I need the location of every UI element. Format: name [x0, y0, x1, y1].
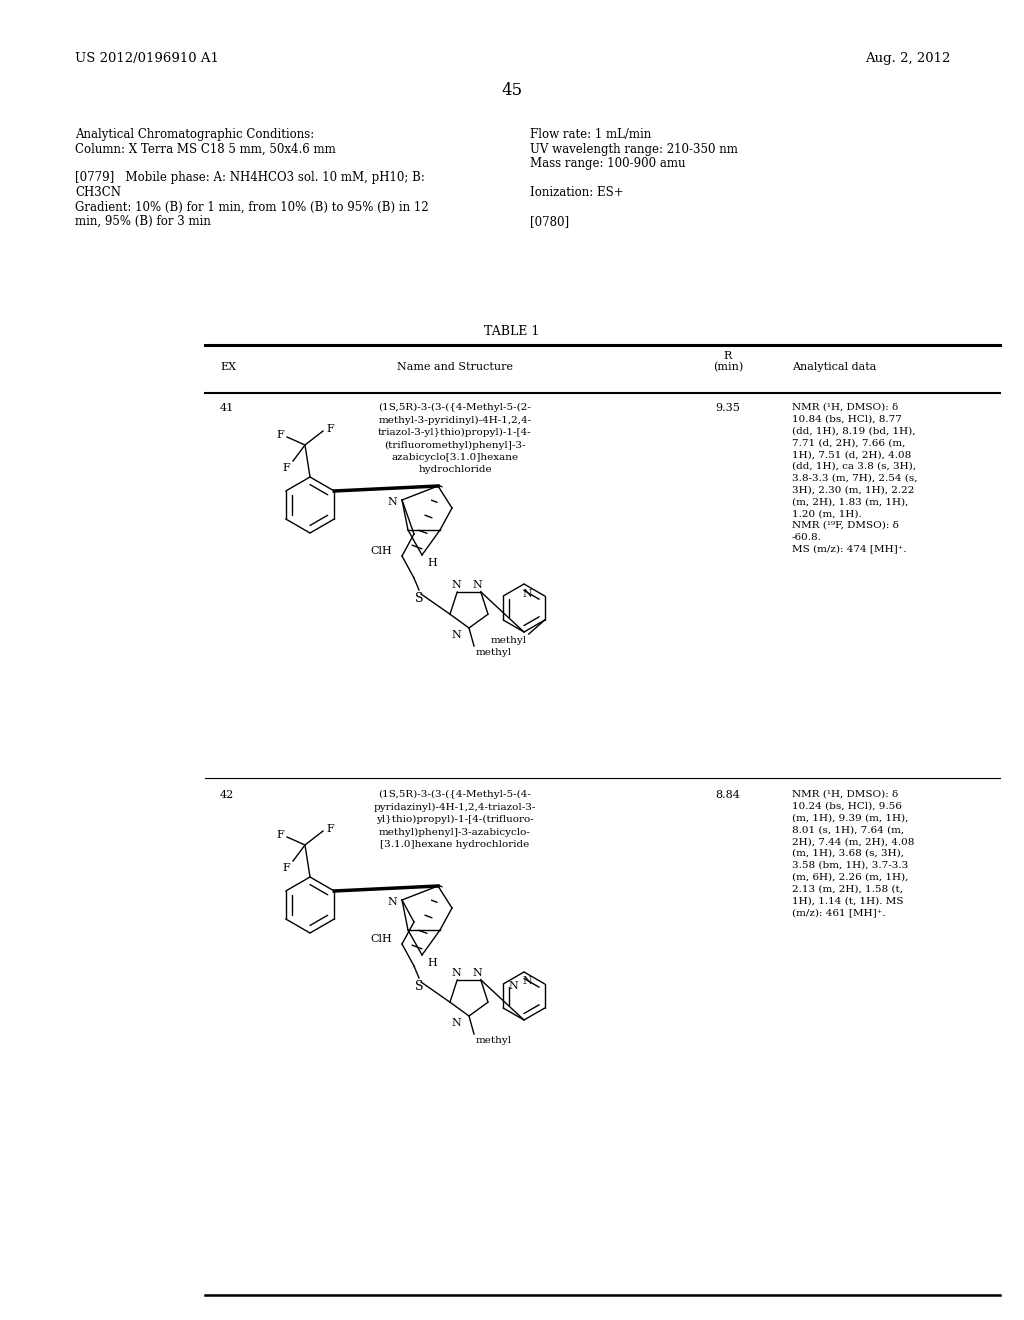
Text: N: N: [522, 975, 531, 986]
Text: Analytical data: Analytical data: [792, 362, 877, 372]
Text: NMR (¹⁹F, DMSO): δ: NMR (¹⁹F, DMSO): δ: [792, 521, 899, 531]
Text: UV wavelength range: 210-350 nm: UV wavelength range: 210-350 nm: [530, 143, 738, 156]
Text: (1S,5R)-3-(3-({4-Methyl-5-(4-: (1S,5R)-3-(3-({4-Methyl-5-(4-: [379, 789, 531, 799]
Text: F: F: [326, 824, 334, 834]
Text: F: F: [283, 463, 290, 473]
Text: pyridazinyl)-4H-1,2,4-triazol-3-: pyridazinyl)-4H-1,2,4-triazol-3-: [374, 803, 537, 812]
Text: 41: 41: [220, 403, 234, 413]
Text: hydrochloride: hydrochloride: [418, 466, 492, 474]
Text: 8.84: 8.84: [716, 789, 740, 800]
Text: azabicyclo[3.1.0]hexane: azabicyclo[3.1.0]hexane: [391, 453, 518, 462]
Text: ClH: ClH: [371, 935, 392, 944]
Text: F: F: [326, 424, 334, 434]
Text: EX: EX: [220, 362, 236, 372]
Text: (dd, 1H), ca 3.8 (s, 3H),: (dd, 1H), ca 3.8 (s, 3H),: [792, 462, 916, 471]
Text: F: F: [283, 863, 290, 873]
Text: NMR (¹H, DMSO): δ: NMR (¹H, DMSO): δ: [792, 403, 898, 412]
Text: 3.8-3.3 (m, 7H), 2.54 (s,: 3.8-3.3 (m, 7H), 2.54 (s,: [792, 474, 918, 483]
Text: N: N: [452, 968, 461, 978]
Text: Gradient: 10% (B) for 1 min, from 10% (B) to 95% (B) in 12: Gradient: 10% (B) for 1 min, from 10% (B…: [75, 201, 429, 214]
Text: NMR (¹H, DMSO): δ: NMR (¹H, DMSO): δ: [792, 789, 898, 799]
Text: (min): (min): [713, 362, 743, 372]
Text: (trifluoromethyl)phenyl]-3-: (trifluoromethyl)phenyl]-3-: [384, 441, 525, 450]
Text: R: R: [724, 351, 732, 360]
Text: [0780]: [0780]: [530, 215, 569, 228]
Text: [3.1.0]hexane hydrochloride: [3.1.0]hexane hydrochloride: [380, 840, 529, 849]
Text: S: S: [415, 591, 423, 605]
Text: methyl)phenyl]-3-azabicyclo-: methyl)phenyl]-3-azabicyclo-: [379, 828, 530, 837]
Text: (m, 6H), 2.26 (m, 1H),: (m, 6H), 2.26 (m, 1H),: [792, 873, 908, 882]
Text: 10.24 (bs, HCl), 9.56: 10.24 (bs, HCl), 9.56: [792, 801, 902, 810]
Text: (1S,5R)-3-(3-({4-Methyl-5-(2-: (1S,5R)-3-(3-({4-Methyl-5-(2-: [379, 403, 531, 412]
Text: US 2012/0196910 A1: US 2012/0196910 A1: [75, 51, 219, 65]
Text: Flow rate: 1 mL/min: Flow rate: 1 mL/min: [530, 128, 651, 141]
Text: 10.84 (bs, HCl), 8.77: 10.84 (bs, HCl), 8.77: [792, 414, 902, 424]
Text: triazol-3-yl}thio)propyl)-1-[4-: triazol-3-yl}thio)propyl)-1-[4-: [378, 428, 531, 437]
Text: min, 95% (B) for 3 min: min, 95% (B) for 3 min: [75, 215, 211, 228]
Text: yl}thio)propyl)-1-[4-(trifluoro-: yl}thio)propyl)-1-[4-(trifluoro-: [376, 814, 534, 824]
Text: 7.71 (d, 2H), 7.66 (m,: 7.71 (d, 2H), 7.66 (m,: [792, 438, 905, 447]
Text: N: N: [472, 968, 482, 978]
Text: N: N: [452, 1018, 461, 1028]
Text: Ionization: ES+: Ionization: ES+: [530, 186, 624, 199]
Text: 2H), 7.44 (m, 2H), 4.08: 2H), 7.44 (m, 2H), 4.08: [792, 837, 914, 846]
Text: Analytical Chromatographic Conditions:: Analytical Chromatographic Conditions:: [75, 128, 314, 141]
Text: 3H), 2.30 (m, 1H), 2.22: 3H), 2.30 (m, 1H), 2.22: [792, 486, 914, 495]
Text: F: F: [276, 830, 284, 840]
Text: Aug. 2, 2012: Aug. 2, 2012: [864, 51, 950, 65]
Text: methyl: methyl: [476, 1036, 512, 1045]
Text: (m, 1H), 9.39 (m, 1H),: (m, 1H), 9.39 (m, 1H),: [792, 813, 908, 822]
Text: TABLE 1: TABLE 1: [484, 325, 540, 338]
Text: methyl: methyl: [476, 648, 512, 657]
Text: S: S: [415, 979, 423, 993]
Text: N: N: [452, 630, 461, 640]
Text: 1.20 (m, 1H).: 1.20 (m, 1H).: [792, 510, 862, 519]
Text: 1H), 7.51 (d, 2H), 4.08: 1H), 7.51 (d, 2H), 4.08: [792, 450, 911, 459]
Text: Name and Structure: Name and Structure: [397, 362, 513, 372]
Text: N: N: [472, 579, 482, 590]
Text: -60.8.: -60.8.: [792, 533, 822, 541]
Text: N: N: [522, 589, 531, 599]
Text: methyl: methyl: [490, 636, 526, 645]
Text: 1H), 1.14 (t, 1H). MS: 1H), 1.14 (t, 1H). MS: [792, 896, 903, 906]
Text: F: F: [276, 430, 284, 440]
Text: 9.35: 9.35: [716, 403, 740, 413]
Text: (m, 2H), 1.83 (m, 1H),: (m, 2H), 1.83 (m, 1H),: [792, 498, 908, 507]
Text: MS (m/z): 474 [MH]⁺.: MS (m/z): 474 [MH]⁺.: [792, 545, 906, 553]
Text: (m/z): 461 [MH]⁺.: (m/z): 461 [MH]⁺.: [792, 908, 886, 917]
Text: N: N: [508, 981, 518, 991]
Text: [0779]   Mobile phase: A: NH4HCO3 sol. 10 mM, pH10; B:: [0779] Mobile phase: A: NH4HCO3 sol. 10 …: [75, 172, 425, 185]
Text: CH3CN: CH3CN: [75, 186, 121, 199]
Text: Column: X Terra MS C18 5 mm, 50x4.6 mm: Column: X Terra MS C18 5 mm, 50x4.6 mm: [75, 143, 336, 156]
Text: N: N: [452, 579, 461, 590]
Text: Mass range: 100-900 amu: Mass range: 100-900 amu: [530, 157, 685, 170]
Text: (m, 1H), 3.68 (s, 3H),: (m, 1H), 3.68 (s, 3H),: [792, 849, 904, 858]
Text: 3.58 (bm, 1H), 3.7-3.3: 3.58 (bm, 1H), 3.7-3.3: [792, 861, 908, 870]
Text: 2.13 (m, 2H), 1.58 (t,: 2.13 (m, 2H), 1.58 (t,: [792, 884, 903, 894]
Text: 45: 45: [502, 82, 522, 99]
Text: N: N: [387, 898, 397, 907]
Text: N: N: [387, 498, 397, 507]
Text: ClH: ClH: [371, 546, 392, 556]
Text: H: H: [427, 558, 437, 568]
Text: (dd, 1H), 8.19 (bd, 1H),: (dd, 1H), 8.19 (bd, 1H),: [792, 426, 915, 436]
Text: 42: 42: [220, 789, 234, 800]
Text: H: H: [427, 958, 437, 968]
Text: 8.01 (s, 1H), 7.64 (m,: 8.01 (s, 1H), 7.64 (m,: [792, 825, 904, 834]
Text: methyl-3-pyridinyl)-4H-1,2,4-: methyl-3-pyridinyl)-4H-1,2,4-: [379, 416, 531, 425]
